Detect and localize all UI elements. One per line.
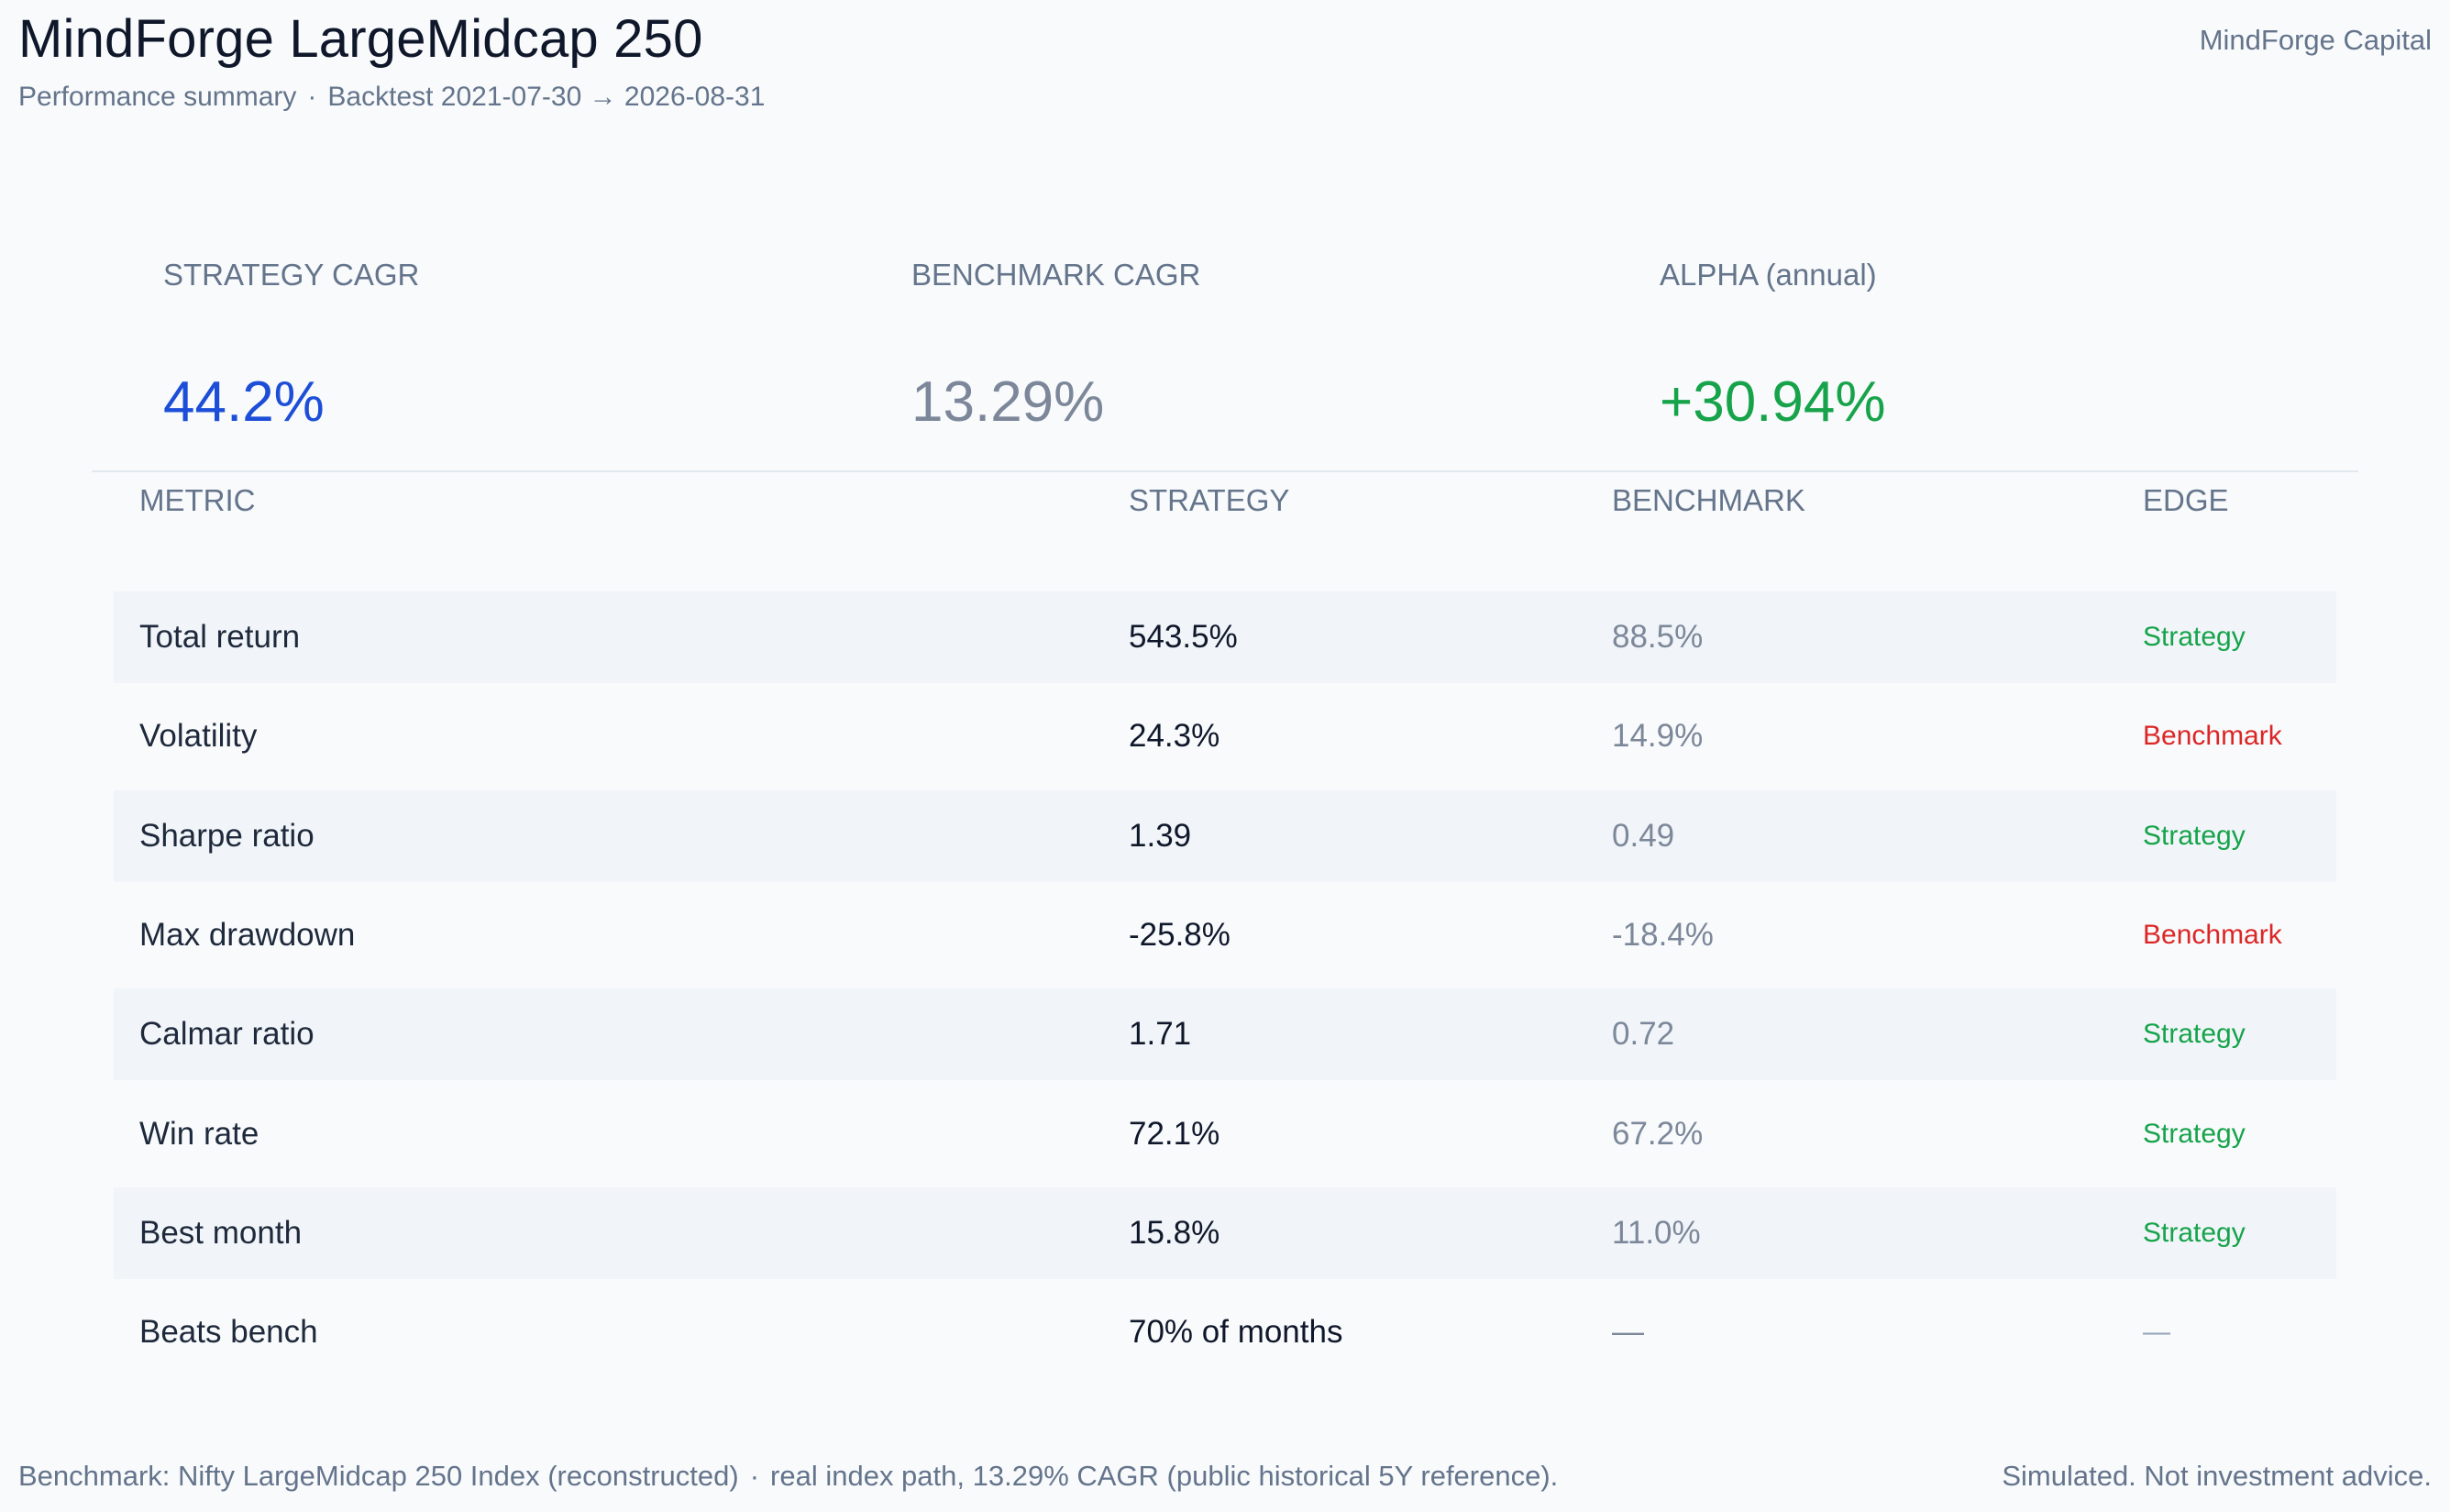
kpi-benchmark-cagr: BENCHMARK CAGR 13.29%: [911, 253, 1200, 435]
cell-strategy: 543.5%: [1129, 619, 1238, 655]
cell-benchmark: 11.0%: [1612, 1215, 1701, 1251]
footer-disclaimer: Simulated. Not investment advice.: [2002, 1460, 2432, 1492]
cell-metric: Sharpe ratio: [139, 818, 315, 854]
page-subtitle: Performance summary · Backtest 2021-07-30 …: [18, 79, 765, 116]
cell-edge: Benchmark: [2143, 721, 2282, 751]
subtitle-report-type: Performance summary: [18, 82, 297, 112]
cell-benchmark: —: [1612, 1314, 1644, 1350]
column-header-metric: METRIC: [139, 483, 256, 517]
cell-metric: Win rate: [139, 1116, 259, 1152]
subtitle-separator: ·: [307, 82, 317, 112]
section-divider: [92, 470, 2358, 472]
cell-edge: Strategy: [2143, 1019, 2246, 1049]
cell-strategy: 15.8%: [1129, 1215, 1220, 1251]
kpi-alpha-annual: ALPHA (annual) +30.94%: [1660, 253, 1886, 435]
column-header-strategy: STRATEGY: [1129, 483, 1290, 517]
cell-strategy: 1.39: [1129, 818, 1192, 854]
column-header-benchmark: BENCHMARK: [1612, 483, 1805, 517]
cell-benchmark: 0.72: [1612, 1016, 1675, 1052]
page-title: MindForge LargeMidcap 250: [18, 9, 703, 69]
cell-benchmark: 14.9%: [1612, 718, 1704, 754]
cell-metric: Best month: [139, 1215, 303, 1251]
cell-edge: —: [2143, 1317, 2170, 1347]
cell-metric: Beats bench: [139, 1314, 318, 1350]
cell-edge: Strategy: [2143, 622, 2246, 652]
kpi-value: 44.2%: [163, 370, 325, 434]
brand-name: MindForge Capital: [2199, 24, 2432, 56]
kpi-label: BENCHMARK CAGR: [911, 258, 1201, 292]
table-row: Win rate 72.1% 67.2% Strategy: [114, 1088, 2336, 1180]
footer-separator: ·: [749, 1460, 760, 1492]
column-header-edge: EDGE: [2143, 483, 2229, 517]
footer-benchmark-note: Benchmark: Nifty LargeMidcap 250 Index (…: [18, 1458, 1558, 1495]
table-row: Sharpe ratio 1.39 0.49 Strategy: [114, 790, 2336, 882]
table-row: Best month 15.8% 11.0% Strategy: [114, 1187, 2336, 1279]
table-row: Volatility 24.3% 14.9% Benchmark: [114, 690, 2336, 782]
kpi-label: ALPHA (annual): [1660, 258, 1877, 292]
cell-benchmark: 88.5%: [1612, 619, 1704, 655]
subtitle-backtest-range: Backtest 2021-07-30 → 2026-08-31: [327, 82, 766, 112]
cell-benchmark: 67.2%: [1612, 1116, 1704, 1152]
table-row: Calmar ratio 1.71 0.72 Strategy: [114, 988, 2336, 1080]
cell-metric: Calmar ratio: [139, 1016, 315, 1052]
cell-strategy: 70% of months: [1129, 1314, 1343, 1350]
cell-metric: Total return: [139, 619, 301, 655]
footer-benchmark-detail: real index path, 13.29% CAGR (public his…: [770, 1460, 1559, 1492]
kpi-value: +30.94%: [1660, 370, 1886, 434]
cell-metric: Volatility: [139, 718, 258, 754]
cell-strategy: 1.71: [1129, 1016, 1192, 1052]
cell-benchmark: -18.4%: [1612, 917, 1714, 953]
kpi-label: STRATEGY CAGR: [163, 258, 420, 292]
cell-benchmark: 0.49: [1612, 818, 1675, 854]
cell-strategy: -25.8%: [1129, 917, 1231, 953]
kpi-strategy-cagr: STRATEGY CAGR 44.2%: [163, 253, 419, 435]
cell-edge: Strategy: [2143, 1119, 2246, 1149]
table-row: Max drawdown -25.8% -18.4% Benchmark: [114, 889, 2336, 981]
kpi-value: 13.29%: [911, 370, 1105, 434]
table-row: Total return 543.5% 88.5% Strategy: [114, 591, 2336, 683]
cell-edge: Benchmark: [2143, 920, 2282, 950]
cell-edge: Strategy: [2143, 1218, 2246, 1248]
cell-strategy: 24.3%: [1129, 718, 1220, 754]
table-row: Beats bench 70% of months — —: [114, 1286, 2336, 1378]
cell-metric: Max drawdown: [139, 917, 356, 953]
footer-benchmark-source: Benchmark: Nifty LargeMidcap 250 Index (…: [18, 1460, 739, 1492]
cell-edge: Strategy: [2143, 821, 2246, 851]
cell-strategy: 72.1%: [1129, 1116, 1220, 1152]
metrics-table-header: METRIC STRATEGY BENCHMARK EDGE: [0, 475, 2450, 526]
